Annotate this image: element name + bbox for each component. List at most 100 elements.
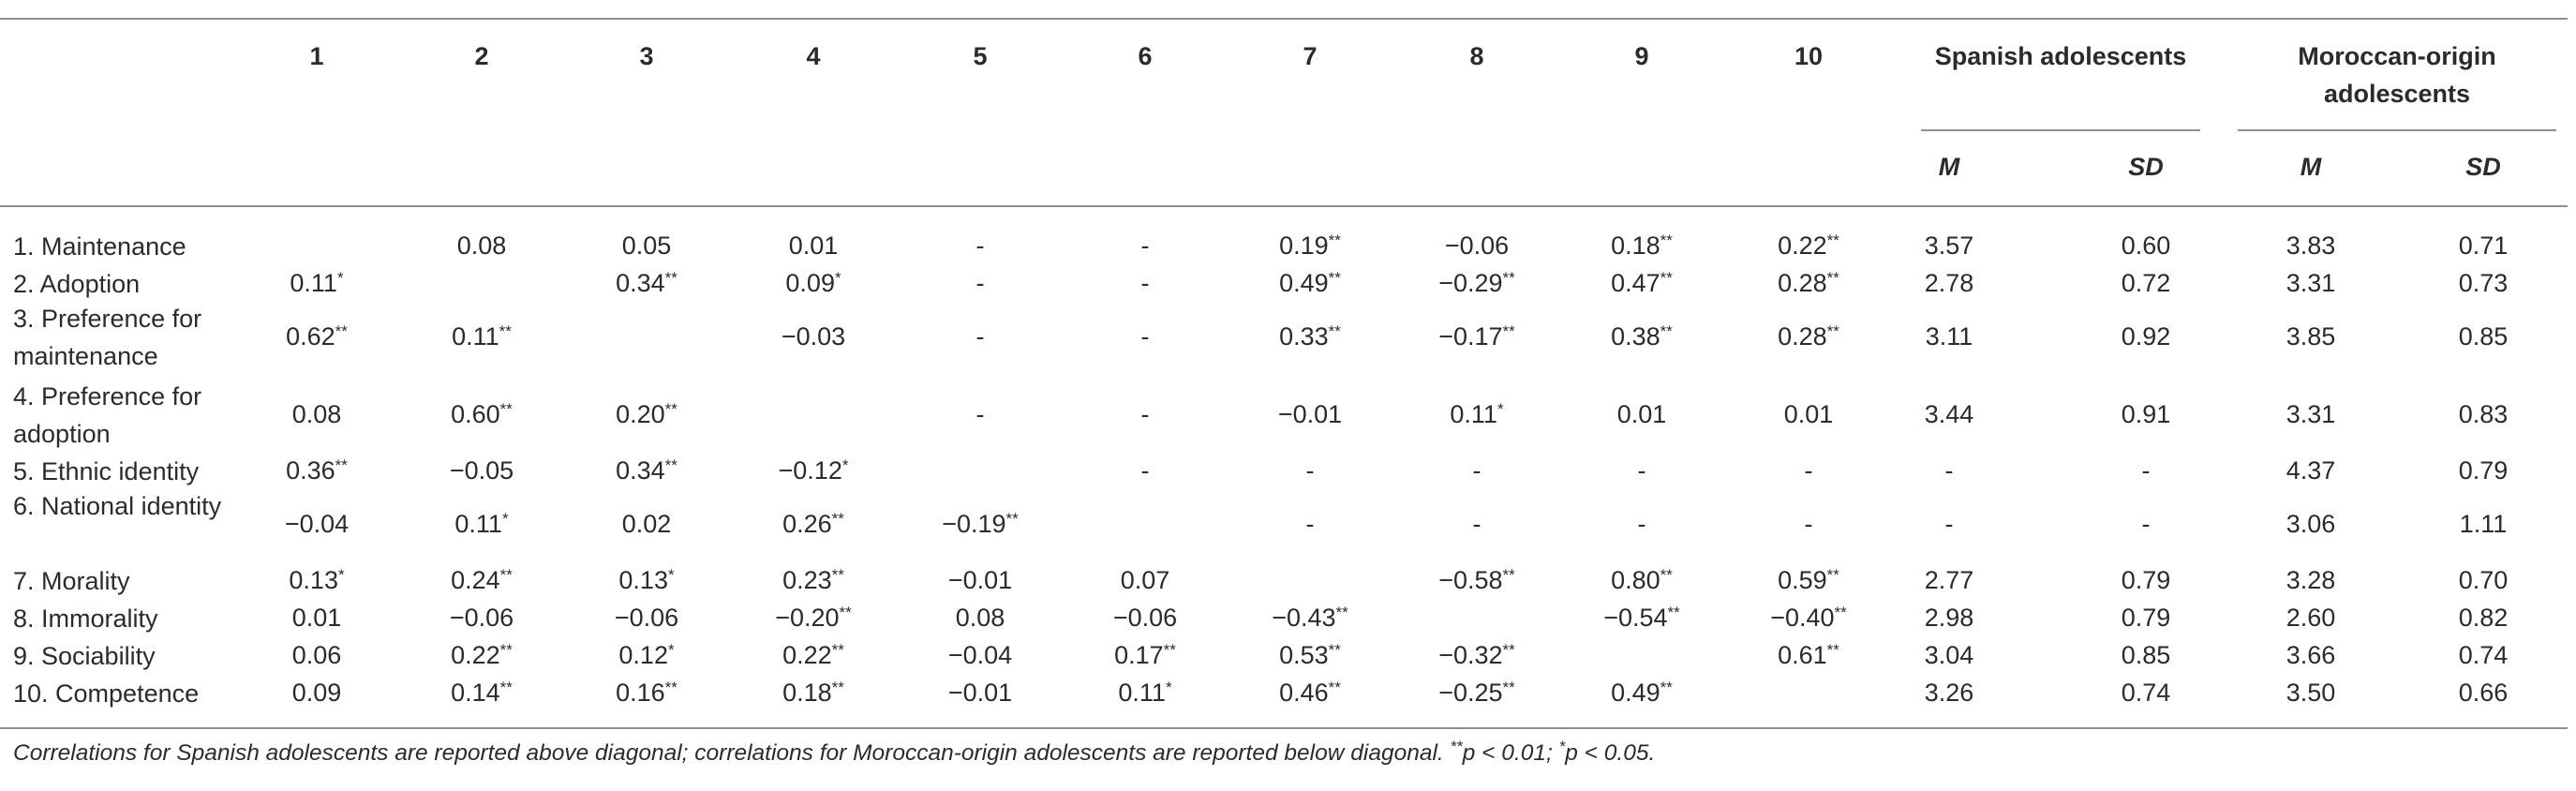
significance-marker: ** xyxy=(1660,269,1673,287)
table-cell: 1.11 xyxy=(2408,510,2558,539)
significance-marker: ** xyxy=(499,400,513,418)
table-cell: 3.50 xyxy=(2236,679,2386,708)
significance-marker: ** xyxy=(499,566,513,584)
table-cell: −0.29** xyxy=(1402,269,1552,298)
table-cell: - xyxy=(1402,456,1552,485)
cell-value: - xyxy=(975,400,985,428)
table-cell: 0.13* xyxy=(242,566,392,595)
table-row: 3. Preference for maintenance 0.62** 0.11*… xyxy=(0,300,2568,375)
cell-value: 3.11 xyxy=(1925,322,1973,351)
table-row: 10. Competence 0.09 0.14** 0.16** 0.18** −0.0… xyxy=(0,675,2568,712)
cell-value: 0.61 xyxy=(1778,641,1827,669)
significance-marker: ** xyxy=(1328,322,1341,340)
table-cell: - xyxy=(905,231,1055,261)
cell-value: 0.85 xyxy=(2458,322,2509,351)
table-cell: 2.78 xyxy=(1874,269,2024,298)
column-header-8: 8 xyxy=(1469,42,1484,70)
table-cell: 3.04 xyxy=(1874,641,2024,670)
table-cell: - xyxy=(1567,510,1717,539)
cell-value: 0.26 xyxy=(782,510,832,538)
table-cell: 0.28** xyxy=(1734,322,1884,351)
significance-marker: ** xyxy=(664,456,678,474)
table-cell: - xyxy=(905,322,1055,351)
significance-marker: ** xyxy=(664,679,678,696)
table-cell: 0.11* xyxy=(1070,679,1220,708)
cell-value: −0.40 xyxy=(1770,604,1835,632)
cell-value: 0.09 xyxy=(291,679,342,707)
table-cell: 0.79 xyxy=(2071,566,2221,595)
cell-value: −0.04 xyxy=(284,510,350,538)
cell-value: 0.01 xyxy=(1783,400,1834,428)
table-cell: 0.34** xyxy=(572,456,722,485)
cell-value: −0.43 xyxy=(1272,604,1336,632)
table-row: 4. Preference for adoption 0.08 0.60** 0.20… xyxy=(0,378,2568,453)
table-cell: 3.44 xyxy=(1874,400,2024,429)
cell-value: 3.44 xyxy=(1924,400,1974,428)
significance-marker: ** xyxy=(1335,604,1348,621)
group-header-0: Spanish adolescents xyxy=(1934,42,2187,70)
significance-marker: ** xyxy=(499,322,512,340)
cell-value: 0.34 xyxy=(616,456,665,485)
significance-marker: ** xyxy=(1328,269,1341,287)
table-cell: 0.20** xyxy=(572,400,722,429)
cell-value: 0.02 xyxy=(621,510,672,538)
cell-value: 0.11 xyxy=(1118,679,1166,707)
significance-marker: * xyxy=(337,566,345,584)
top-rule xyxy=(0,18,2568,20)
cell-value: 0.11 xyxy=(1450,400,1497,428)
cell-value: 1.11 xyxy=(2459,510,2508,538)
footnote-text-2: p < 0.01; xyxy=(1462,740,1559,766)
significance-marker: ** xyxy=(1005,510,1019,528)
row-label: 9. Sociability xyxy=(13,642,156,670)
cell-value: 0.59 xyxy=(1778,566,1827,594)
cell-value: - xyxy=(975,269,985,297)
significance-marker: * xyxy=(1165,679,1172,696)
table-cell: −0.06 xyxy=(572,604,722,633)
table-cell: −0.03 xyxy=(738,322,888,351)
table-row: 7. Morality 0.13* 0.24** 0.13* 0.23** −0.01 0.… xyxy=(0,562,2568,600)
cell-value: 3.28 xyxy=(2286,566,2336,594)
table-cell: 0.11** xyxy=(407,322,557,351)
cell-value: 2.78 xyxy=(1924,269,1974,297)
table-cell: 3.28 xyxy=(2236,566,2386,595)
cell-value: 0.08 xyxy=(955,604,1005,632)
table-cell: 0.22** xyxy=(407,641,557,670)
table-cell: 0.74 xyxy=(2408,641,2558,670)
cell-value: −0.06 xyxy=(449,604,514,632)
cell-value: 0.11 xyxy=(452,322,499,351)
row-label: 10. Competence xyxy=(13,679,200,708)
table-cell: −0.01 xyxy=(905,679,1055,708)
cell-value: 0.23 xyxy=(782,566,832,594)
cell-value: - xyxy=(1140,322,1150,351)
cell-value: 0.20 xyxy=(616,400,665,428)
table-cell: 0.22** xyxy=(738,641,888,670)
table-cell: 3.66 xyxy=(2236,641,2386,670)
table-cell: −0.25** xyxy=(1402,679,1552,708)
table-cell: 0.47** xyxy=(1567,269,1717,298)
significance-marker: ** xyxy=(1328,231,1341,249)
table-cell: 2.60 xyxy=(2236,604,2386,633)
table-cell: −0.19** xyxy=(905,510,1055,539)
column-header-4: 4 xyxy=(806,42,821,70)
table-cell: 0.13* xyxy=(572,566,722,595)
cell-value: 2.98 xyxy=(1924,604,1974,632)
cell-value: 0.38 xyxy=(1611,322,1660,351)
table-cell: - xyxy=(2071,510,2221,539)
column-header-3: 3 xyxy=(639,42,654,70)
significance-marker: ** xyxy=(1502,322,1515,340)
cell-value: - xyxy=(2141,456,2151,485)
cell-value: 0.28 xyxy=(1778,269,1827,297)
significance-marker: ** xyxy=(1163,641,1176,659)
significance-marker: ** xyxy=(499,679,513,696)
group-0-subheader-sd: SD xyxy=(2128,153,2164,181)
table-cell: 0.11* xyxy=(242,269,392,298)
table-cell: 0.23** xyxy=(738,566,888,595)
cell-value: −0.32 xyxy=(1438,641,1503,669)
bottom-rule xyxy=(0,727,2568,729)
cell-value: 0.83 xyxy=(2458,400,2509,428)
cell-value: - xyxy=(1637,456,1646,485)
group-underline-spanish xyxy=(1921,129,2200,131)
cell-value: −0.06 xyxy=(614,604,679,632)
cell-value: 2.60 xyxy=(2286,604,2336,632)
cell-value: −0.04 xyxy=(947,641,1013,669)
